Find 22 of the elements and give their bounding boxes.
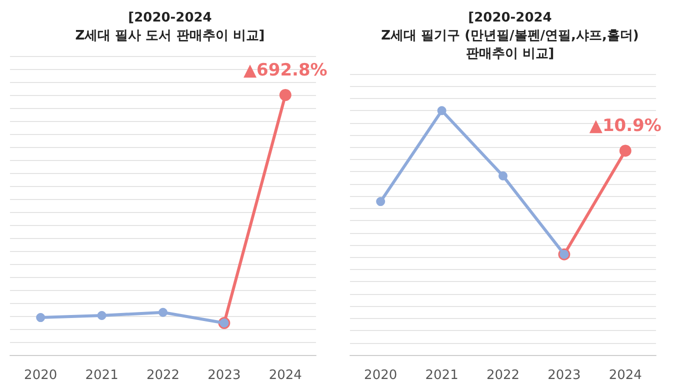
x-tick-label: 2023 (208, 368, 241, 383)
x-tick-label: 2021 (425, 368, 458, 383)
x-tick-label: 2022 (146, 368, 180, 383)
point (498, 171, 508, 180)
x-tick-label: 2020 (364, 368, 398, 383)
chart-title: [2020-2024 Z세대 필사 도서 판매추이 비교] (75, 10, 265, 44)
annotation: ▲692.8% (243, 60, 328, 80)
point (437, 106, 446, 116)
x-tick-label: 2024 (608, 368, 642, 383)
x-tick-label: 2024 (268, 368, 302, 383)
point (97, 310, 106, 320)
point (36, 313, 46, 322)
annotation: ▲10.9% (589, 116, 662, 136)
chart-title: [2020-2024 Z세대 필기구 (만년필/볼펜/연필,샤프,홀더) 판매추이 비교] (381, 10, 639, 62)
x-tick-label: 2023 (548, 368, 581, 383)
x-tick-label: 2021 (85, 368, 118, 383)
point (376, 197, 386, 206)
x-tick-label: 2020 (24, 368, 58, 383)
point (158, 308, 168, 317)
point (619, 144, 632, 157)
x-tick-label: 2022 (486, 368, 520, 383)
point (279, 89, 292, 101)
